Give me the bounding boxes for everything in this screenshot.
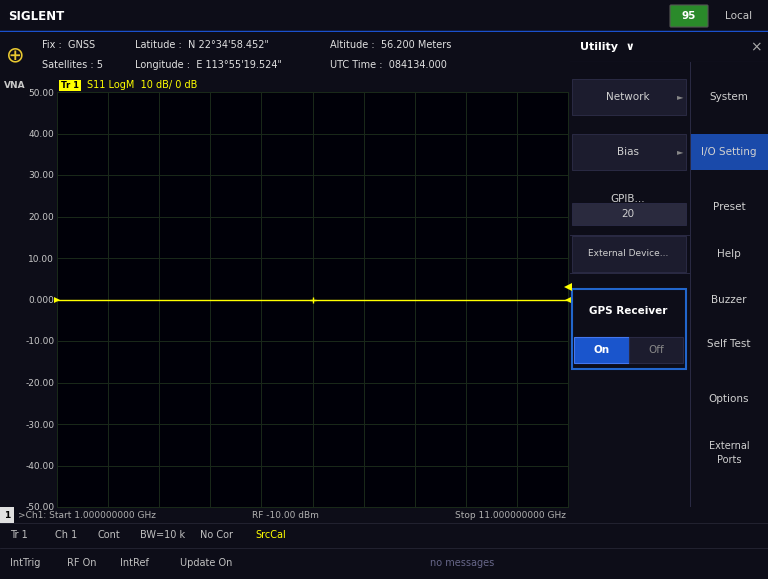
Text: Preset: Preset xyxy=(713,202,745,212)
Text: 20: 20 xyxy=(621,209,634,219)
Text: External Device...: External Device... xyxy=(588,250,668,258)
Bar xyxy=(690,134,768,170)
Text: Local: Local xyxy=(725,11,752,21)
Text: 95: 95 xyxy=(682,11,696,21)
Text: VNA: VNA xyxy=(4,80,25,90)
Text: External: External xyxy=(709,441,750,451)
Bar xyxy=(572,236,686,272)
Text: Options: Options xyxy=(709,394,750,404)
Text: Network: Network xyxy=(606,92,650,102)
Bar xyxy=(572,203,686,225)
Text: Help: Help xyxy=(717,249,741,259)
FancyBboxPatch shape xyxy=(670,5,708,27)
Text: Tr 1: Tr 1 xyxy=(61,80,79,90)
Text: SIGLENT: SIGLENT xyxy=(8,9,65,23)
Text: IntRef: IntRef xyxy=(120,559,149,569)
Text: ►: ► xyxy=(677,93,684,101)
Text: RF -10.00 dBm: RF -10.00 dBm xyxy=(252,511,319,519)
Bar xyxy=(572,289,686,369)
Text: Ports: Ports xyxy=(717,455,741,465)
Bar xyxy=(0,507,14,523)
Text: Cont: Cont xyxy=(98,530,121,541)
Text: ►: ► xyxy=(677,148,684,156)
Text: 1: 1 xyxy=(4,511,10,519)
Text: UTC Time :  084134.000: UTC Time : 084134.000 xyxy=(330,60,447,70)
Text: Longitude :  E 113°55'19.524": Longitude : E 113°55'19.524" xyxy=(135,60,282,70)
Text: Buzzer: Buzzer xyxy=(711,295,746,305)
Text: Self Test: Self Test xyxy=(707,339,751,349)
Text: On: On xyxy=(594,345,610,355)
Text: BW=10 k: BW=10 k xyxy=(140,530,185,541)
Text: >Ch1: Start 1.000000000 GHz: >Ch1: Start 1.000000000 GHz xyxy=(18,511,156,519)
Text: Ch 1: Ch 1 xyxy=(55,530,78,541)
Text: Tr 1: Tr 1 xyxy=(10,530,28,541)
Bar xyxy=(574,337,629,363)
Text: No Cor: No Cor xyxy=(200,530,233,541)
Text: Latitude :  N 22°34'58.452": Latitude : N 22°34'58.452" xyxy=(135,40,269,50)
Text: Off: Off xyxy=(648,345,664,355)
Text: Altitude :  56.200 Meters: Altitude : 56.200 Meters xyxy=(330,40,452,50)
Bar xyxy=(572,79,686,115)
Text: S11 LogM  10 dB/ 0 dB: S11 LogM 10 dB/ 0 dB xyxy=(87,80,197,90)
Text: Fix :  GNSS: Fix : GNSS xyxy=(42,40,95,50)
Text: Satellites : 5: Satellites : 5 xyxy=(42,60,103,70)
Text: ⊕: ⊕ xyxy=(6,45,25,65)
Text: GPS Receiver: GPS Receiver xyxy=(589,306,667,316)
Text: Utility  ∨: Utility ∨ xyxy=(580,42,634,52)
Text: System: System xyxy=(710,92,749,102)
Text: Stop 11.000000000 GHz: Stop 11.000000000 GHz xyxy=(455,511,566,519)
FancyBboxPatch shape xyxy=(59,80,81,91)
Text: no messages: no messages xyxy=(430,559,495,569)
Text: RF On: RF On xyxy=(67,559,97,569)
Text: Bias: Bias xyxy=(617,147,639,157)
Text: IntTrig: IntTrig xyxy=(10,559,41,569)
Text: I/O Setting: I/O Setting xyxy=(701,147,756,157)
Text: SrcCal: SrcCal xyxy=(255,530,286,541)
Bar xyxy=(629,337,683,363)
Text: Update On: Update On xyxy=(180,559,233,569)
Text: ×: × xyxy=(750,40,762,54)
Bar xyxy=(572,134,686,170)
Text: GPIB...: GPIB... xyxy=(611,194,645,204)
